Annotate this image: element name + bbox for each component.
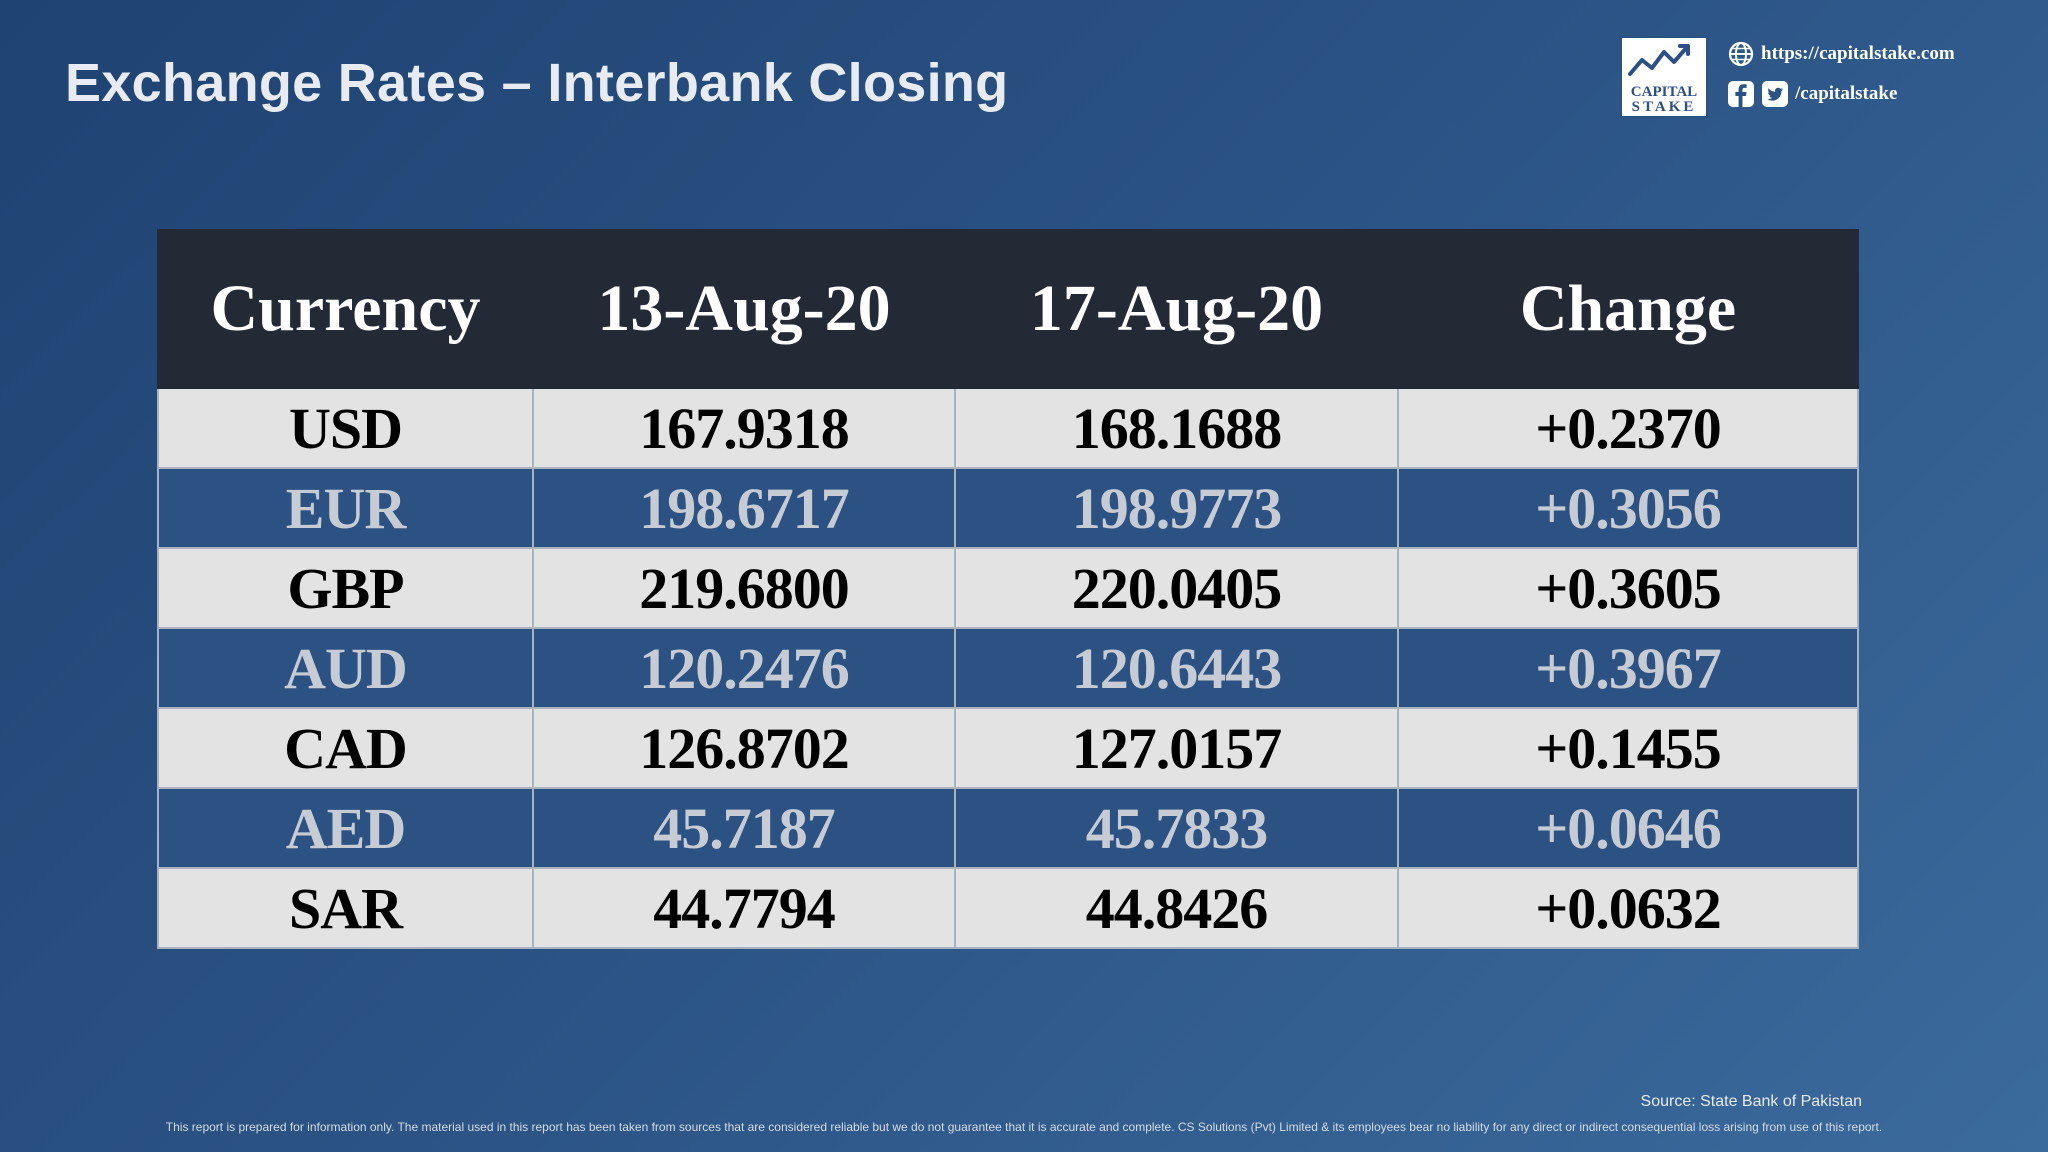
column-header-change: Change	[1397, 229, 1859, 389]
rate-cell-date-1: 44.7794	[532, 867, 956, 949]
rate-cell-date-1: 219.6800	[532, 547, 956, 629]
change-cell: +0.0632	[1397, 867, 1859, 949]
social-links-row[interactable]: /capitalstake	[1727, 80, 1897, 108]
rate-cell-date-2: 44.8426	[954, 867, 1399, 949]
column-header-date-2: 17-Aug-20	[954, 229, 1399, 389]
website-link-row[interactable]: https://capitalstake.com	[1727, 40, 1955, 68]
currency-cell: CAD	[157, 707, 534, 789]
column-header-currency: Currency	[157, 229, 534, 389]
currency-cell: GBP	[157, 547, 534, 629]
rate-cell-date-1: 126.8702	[532, 707, 956, 789]
rate-cell-date-1: 45.7187	[532, 787, 956, 869]
rate-cell-date-2: 45.7833	[954, 787, 1399, 869]
page-title: Exchange Rates – Interbank Closing	[65, 53, 1009, 113]
currency-cell: EUR	[157, 467, 534, 549]
rate-cell-date-2: 168.1688	[954, 387, 1399, 469]
rate-cell-date-1: 167.9318	[532, 387, 956, 469]
disclaimer-text: This report is prepared for information …	[165, 1120, 1883, 1134]
change-cell: +0.2370	[1397, 387, 1859, 469]
table-row: USD 167.9318 168.1688 +0.2370	[157, 387, 1859, 469]
rate-cell-date-2: 198.9773	[954, 467, 1399, 549]
website-url[interactable]: https://capitalstake.com	[1761, 43, 1955, 64]
rate-cell-date-1: 198.6717	[532, 467, 956, 549]
social-handle[interactable]: /capitalstake	[1795, 83, 1898, 104]
facebook-icon[interactable]	[1727, 80, 1755, 108]
rate-cell-date-2: 127.0157	[954, 707, 1399, 789]
change-cell: +0.3056	[1397, 467, 1859, 549]
change-cell: +0.0646	[1397, 787, 1859, 869]
table-header-row: Currency 13-Aug-20 17-Aug-20 Change	[157, 229, 1859, 389]
table-row: GBP 219.6800 220.0405 +0.3605	[157, 547, 1859, 629]
currency-cell: SAR	[157, 867, 534, 949]
table-row: SAR 44.7794 44.8426 +0.0632	[157, 867, 1859, 949]
rate-cell-date-2: 120.6443	[954, 627, 1399, 709]
chart-logo-icon	[1628, 44, 1690, 76]
table-row: EUR 198.6717 198.9773 +0.3056	[157, 467, 1859, 549]
rate-cell-date-2: 220.0405	[954, 547, 1399, 629]
currency-cell: AED	[157, 787, 534, 869]
logo-text-capital: CAPITAL	[1630, 84, 1698, 100]
exchange-rates-table: Currency 13-Aug-20 17-Aug-20 Change USD …	[157, 229, 1859, 949]
source-note: Source: State Bank of Pakistan	[1640, 1093, 1862, 1110]
rate-cell-date-1: 120.2476	[532, 627, 956, 709]
currency-cell: USD	[157, 387, 534, 469]
globe-icon	[1727, 40, 1755, 68]
twitter-icon[interactable]	[1761, 80, 1789, 108]
change-cell: +0.1455	[1397, 707, 1859, 789]
logo-text-stake: STAKE	[1631, 99, 1697, 115]
change-cell: +0.3605	[1397, 547, 1859, 629]
table-row: AUD 120.2476 120.6443 +0.3967	[157, 627, 1859, 709]
table-row: CAD 126.8702 127.0157 +0.1455	[157, 707, 1859, 789]
currency-cell: AUD	[157, 627, 534, 709]
change-cell: +0.3967	[1397, 627, 1859, 709]
capital-stake-logo: CAPITAL STAKE	[1620, 36, 1708, 118]
table-row: AED 45.7187 45.7833 +0.0646	[157, 787, 1859, 869]
column-header-date-1: 13-Aug-20	[532, 229, 956, 389]
